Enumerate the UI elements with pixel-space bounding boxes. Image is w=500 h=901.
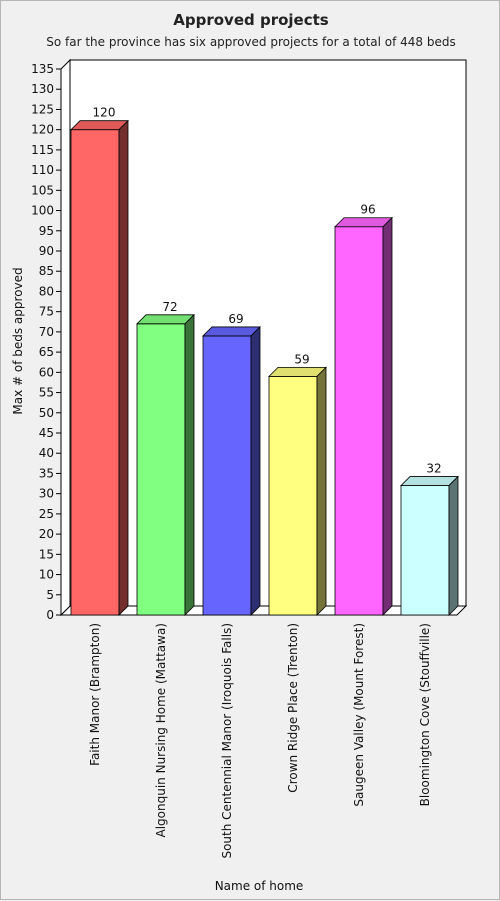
bar-top [268, 366, 327, 377]
category-label: South Centennial Manor (Iroquois Falls) [220, 623, 234, 859]
bar-side [448, 475, 459, 616]
y-tick-label: 105 [31, 183, 54, 197]
bar-value-label: 69 [228, 312, 243, 326]
bar-front [268, 375, 318, 616]
bars: 120 72 69 59 96 32 [70, 106, 459, 616]
chart-subtitle: So far the province has six approved pro… [46, 35, 456, 49]
category-label: Saugeen Valley (Mount Forest) [352, 623, 366, 807]
bar: 96 [334, 203, 393, 616]
y-tick-label: 85 [39, 264, 54, 278]
y-tick-label: 0 [46, 608, 54, 622]
plot-back-wall [69, 59, 467, 607]
y-tick-label: 130 [31, 82, 54, 96]
y-tick-label: 55 [39, 386, 54, 400]
y-tick-label: 40 [39, 446, 54, 460]
y-tick-label: 135 [31, 62, 54, 76]
y-tick-label: 60 [39, 365, 54, 379]
bar-top [202, 326, 261, 337]
plot-side-wall [60, 58, 71, 617]
category-label: Bloomington Cove (Stouffville) [418, 623, 432, 806]
bar: 69 [202, 312, 261, 616]
y-axis-label: Max # of beds approved [11, 267, 25, 414]
bar: 32 [400, 462, 459, 616]
y-tick-label: 35 [39, 466, 54, 480]
y-tick-label: 25 [39, 507, 54, 521]
chart-title: Approved projects [173, 11, 329, 29]
bar-top [334, 217, 393, 228]
bar-front [400, 485, 450, 616]
y-tick-label: 10 [39, 568, 54, 582]
y-tick-label: 20 [39, 527, 54, 541]
y-tick-label: 5 [46, 588, 54, 602]
y-tick-label: 70 [39, 325, 54, 339]
bar-value-label: 72 [162, 300, 177, 314]
y-tick-label: 65 [39, 345, 54, 359]
bar-side [184, 313, 195, 616]
category-label: Crown Ridge Place (Trenton) [286, 623, 300, 793]
bar-value-label: 96 [360, 203, 375, 217]
y-axis: 0 5 10 15 20 25 30 35 40 45 50 55 60 65 70 75 80 85 90 95 10… [31, 62, 62, 622]
bar-value-label: 59 [294, 352, 309, 366]
y-tick-label: 30 [39, 487, 54, 501]
bar-side [382, 216, 393, 616]
bar-top [136, 314, 195, 325]
category-label: Faith Manor (Brampton) [88, 623, 102, 766]
bar-value-label: 120 [93, 106, 116, 120]
y-tick-label: 100 [31, 204, 54, 218]
bar-side [118, 119, 129, 616]
y-tick-label: 120 [31, 123, 54, 137]
category-label: Algonquin Nursing Home (Mattawa) [154, 623, 168, 837]
bar-front [70, 129, 120, 616]
bar-side [250, 325, 261, 616]
bar-front [136, 323, 186, 616]
y-tick-label: 125 [31, 102, 54, 116]
bar: 59 [268, 352, 327, 616]
bar: 72 [136, 300, 195, 616]
y-tick-label: 50 [39, 406, 54, 420]
y-tick-label: 95 [39, 224, 54, 238]
bar-top [400, 476, 459, 486]
x-axis-label: Name of home [215, 879, 304, 893]
y-tick-label: 75 [39, 305, 54, 319]
y-tick-label: 45 [39, 426, 54, 440]
y-tick-label: 15 [39, 547, 54, 561]
y-tick-label: 115 [31, 143, 54, 157]
x-axis: Faith Manor (Brampton) Algonquin Nursing … [88, 623, 432, 859]
bar-front [334, 226, 384, 616]
bar-top [70, 120, 129, 131]
y-tick-label: 80 [39, 284, 54, 298]
y-tick-label: 110 [31, 163, 54, 177]
bar-front [202, 335, 252, 616]
y-tick-label: 90 [39, 244, 54, 258]
bar-side [316, 366, 327, 616]
bar: 120 [70, 106, 129, 616]
bar-value-label: 32 [426, 462, 441, 476]
